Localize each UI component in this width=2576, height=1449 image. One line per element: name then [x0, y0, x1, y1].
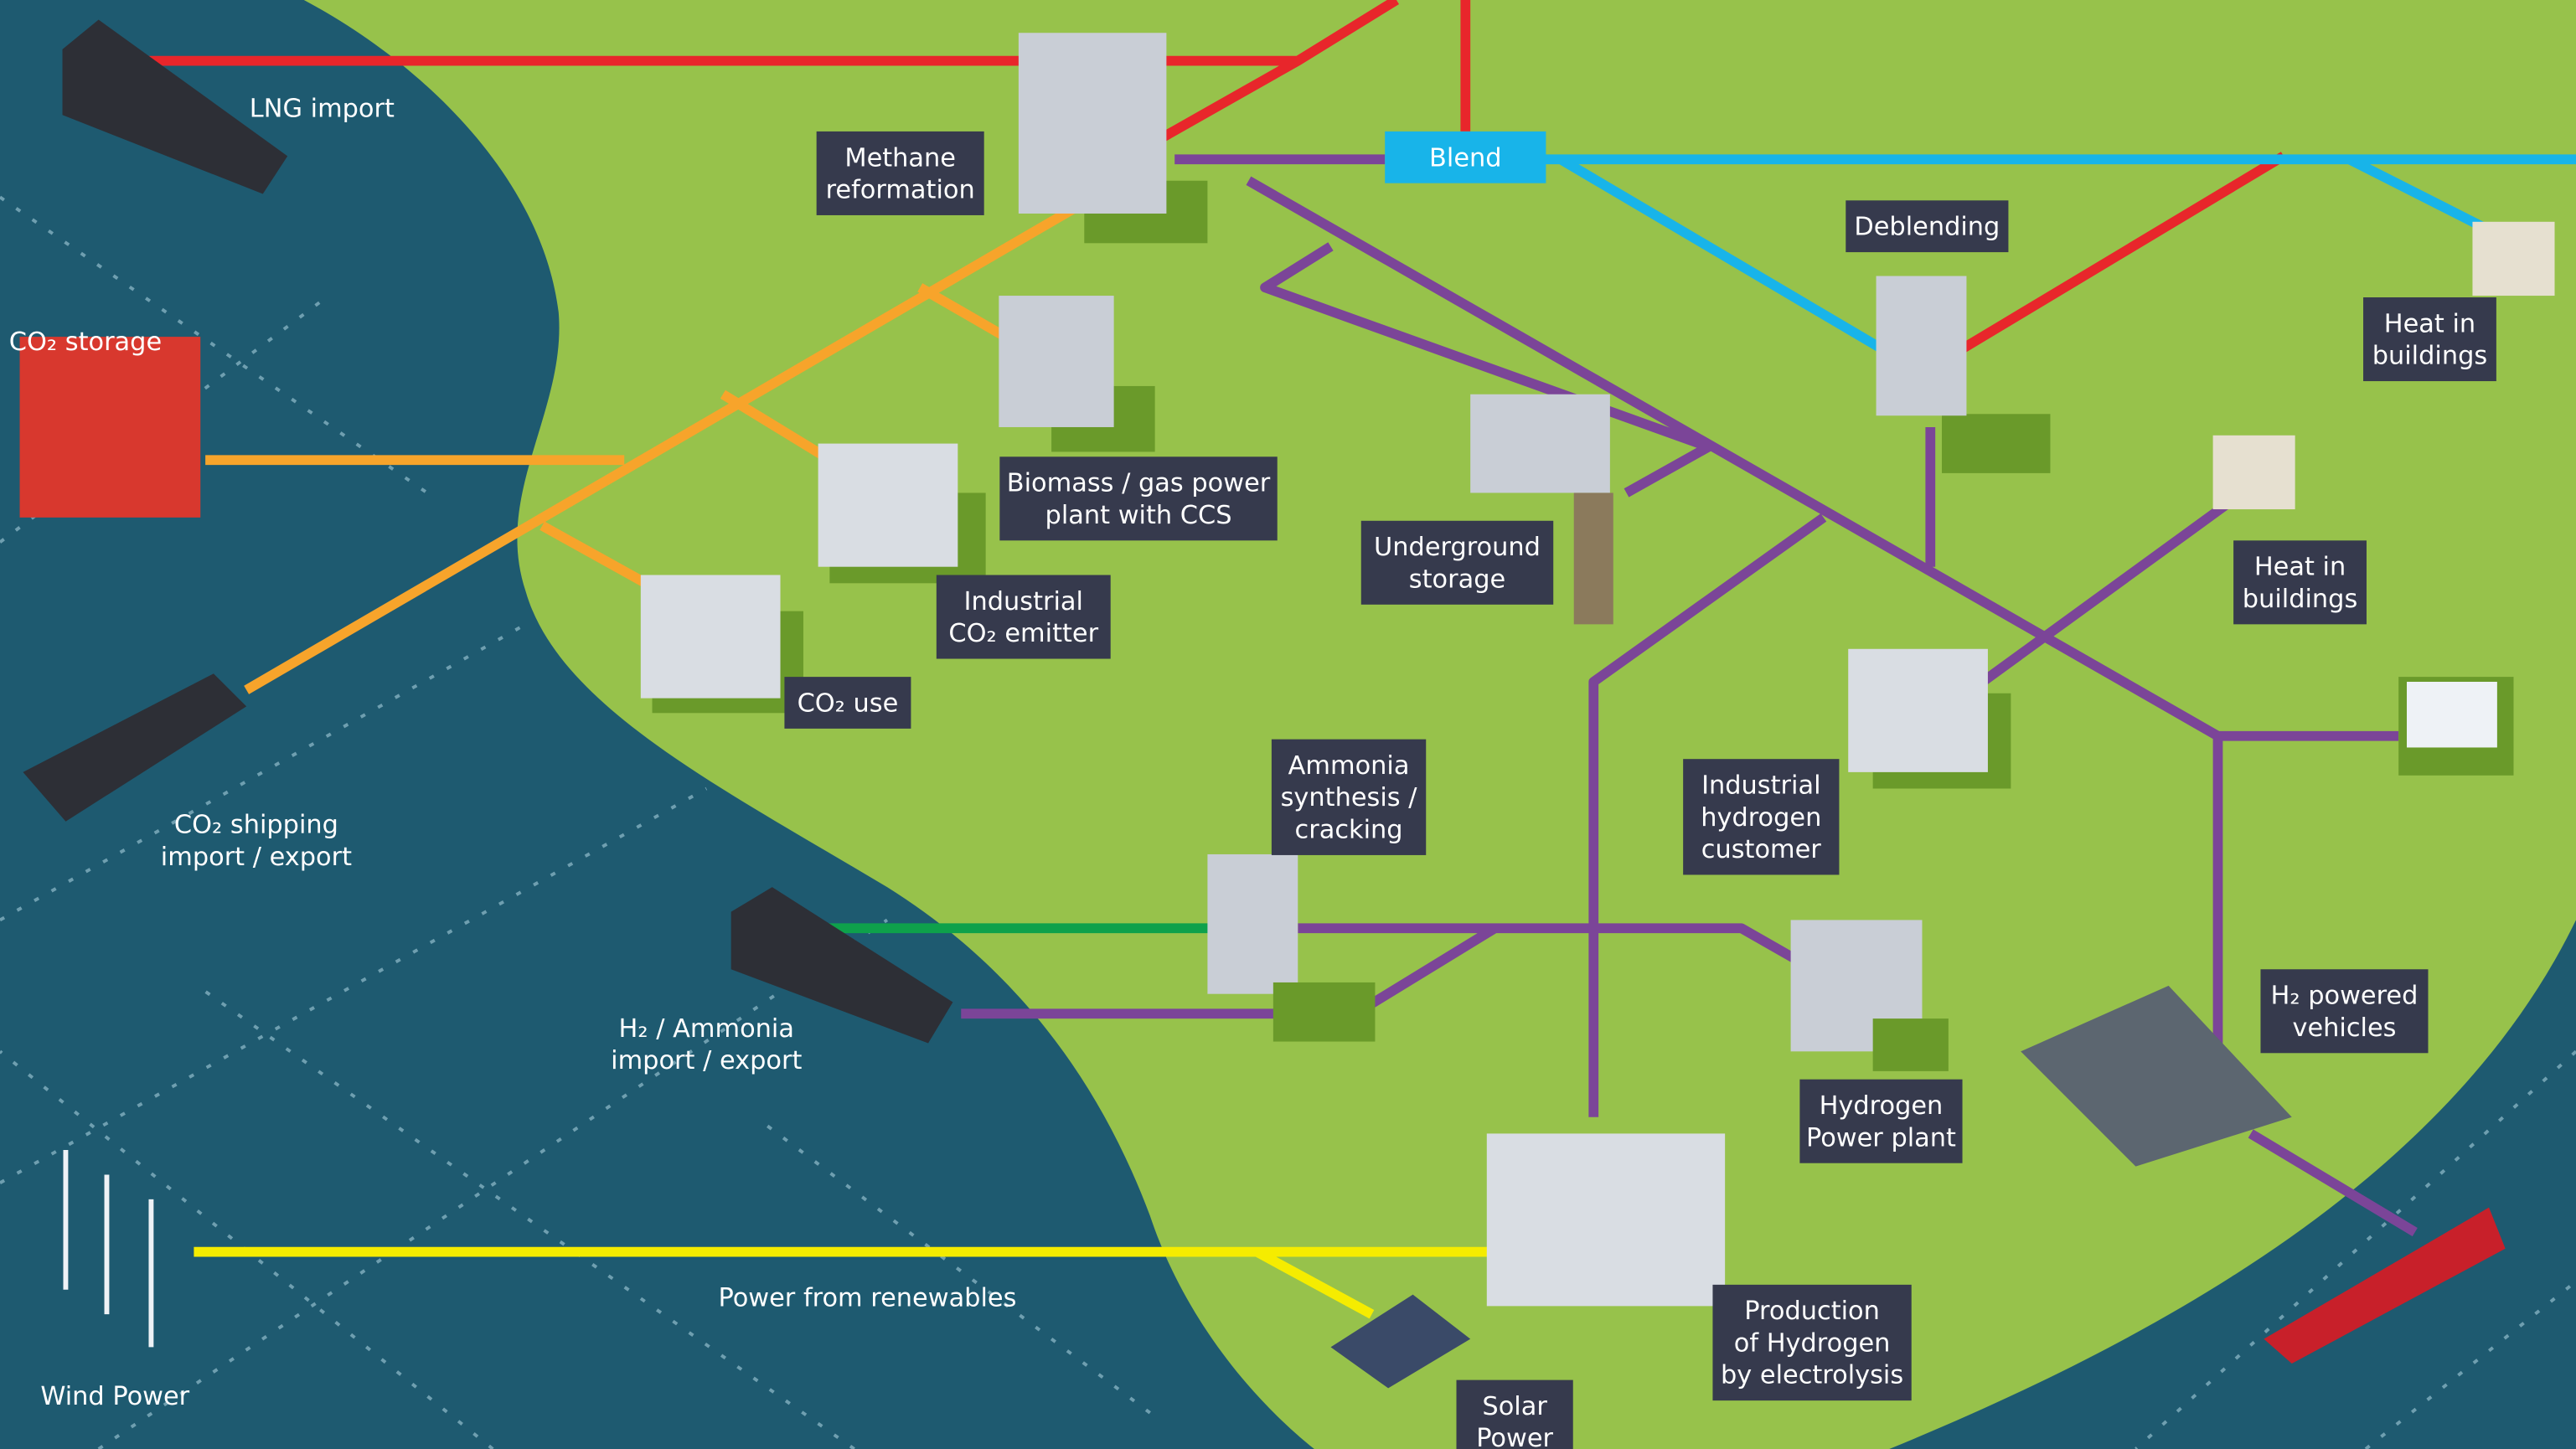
label-text: CO₂ shipping: [174, 811, 338, 840]
label-text: vehicles: [2292, 1013, 2396, 1043]
label-text: Hydrogen: [1820, 1091, 1944, 1121]
label-text: Methane: [844, 143, 956, 173]
label-text: Industrial: [1701, 771, 1820, 801]
label-text: cracking: [1295, 816, 1403, 845]
label-text: Heat in: [2384, 309, 2475, 338]
label: Heat in buildings: [2363, 297, 2496, 381]
label: Solar Power: [1457, 1380, 1573, 1449]
label-text: H₂ / Ammonia: [619, 1014, 794, 1044]
label-text: LNG import: [250, 94, 395, 123]
label-text: Deblending: [1854, 213, 2000, 242]
label: Industrial CO₂ emitter: [937, 575, 1111, 659]
label-text: of Hydrogen: [1734, 1328, 1891, 1358]
label: Biomass / gas power plant with CCS: [999, 456, 1277, 540]
label-text: synthesis /: [1281, 783, 1418, 812]
label-text: import / export: [611, 1046, 802, 1075]
label: CO₂ use: [784, 677, 911, 729]
label-text: Wind Power: [40, 1382, 189, 1411]
label-text: reformation: [826, 176, 975, 205]
label: Deblending: [1846, 200, 2008, 252]
label-text: buildings: [2372, 342, 2487, 371]
label-text: CO₂ storage: [9, 327, 162, 357]
label: LNG import: [250, 94, 395, 123]
label-text: hydrogen: [1701, 803, 1821, 833]
label-text: Power from renewables: [718, 1284, 1016, 1313]
label-text: plant with CCS: [1045, 501, 1232, 530]
label-text: Heat in: [2254, 553, 2346, 582]
label-text: by electrolysis: [1721, 1361, 1903, 1390]
label: Wind Power: [40, 1382, 189, 1411]
label: Methane reformation: [817, 131, 984, 215]
label-text: Underground: [1374, 533, 1541, 562]
label-text: customer: [1701, 835, 1822, 864]
label-text: import / export: [161, 843, 352, 872]
label-text: CO₂ emitter: [948, 619, 1098, 648]
label: Power from renewables: [718, 1284, 1016, 1313]
label-text: Blend: [1429, 143, 1501, 173]
label-text: storage: [1409, 565, 1505, 594]
label: CO₂ storage: [9, 327, 162, 357]
label: Blend: [1385, 131, 1546, 183]
label: Underground storage: [1361, 521, 1553, 605]
label-text: Industrial: [964, 587, 1083, 616]
label-text: Solar: [1482, 1392, 1547, 1421]
label-text: CO₂ use: [798, 688, 899, 718]
label-text: Ammonia: [1288, 751, 1410, 781]
label-text: Power plant: [1806, 1123, 1956, 1152]
label-text: Power: [1476, 1424, 1553, 1449]
label-text: Biomass / gas power: [1007, 469, 1271, 498]
label-text: H₂ powered: [2271, 982, 2419, 1011]
label-text: Production: [1744, 1297, 1880, 1326]
label-text: buildings: [2243, 585, 2357, 614]
infographic: LNG import Methane reformation Blend Deblend…: [0, 0, 2576, 1449]
label: Heat in buildings: [2233, 540, 2367, 624]
